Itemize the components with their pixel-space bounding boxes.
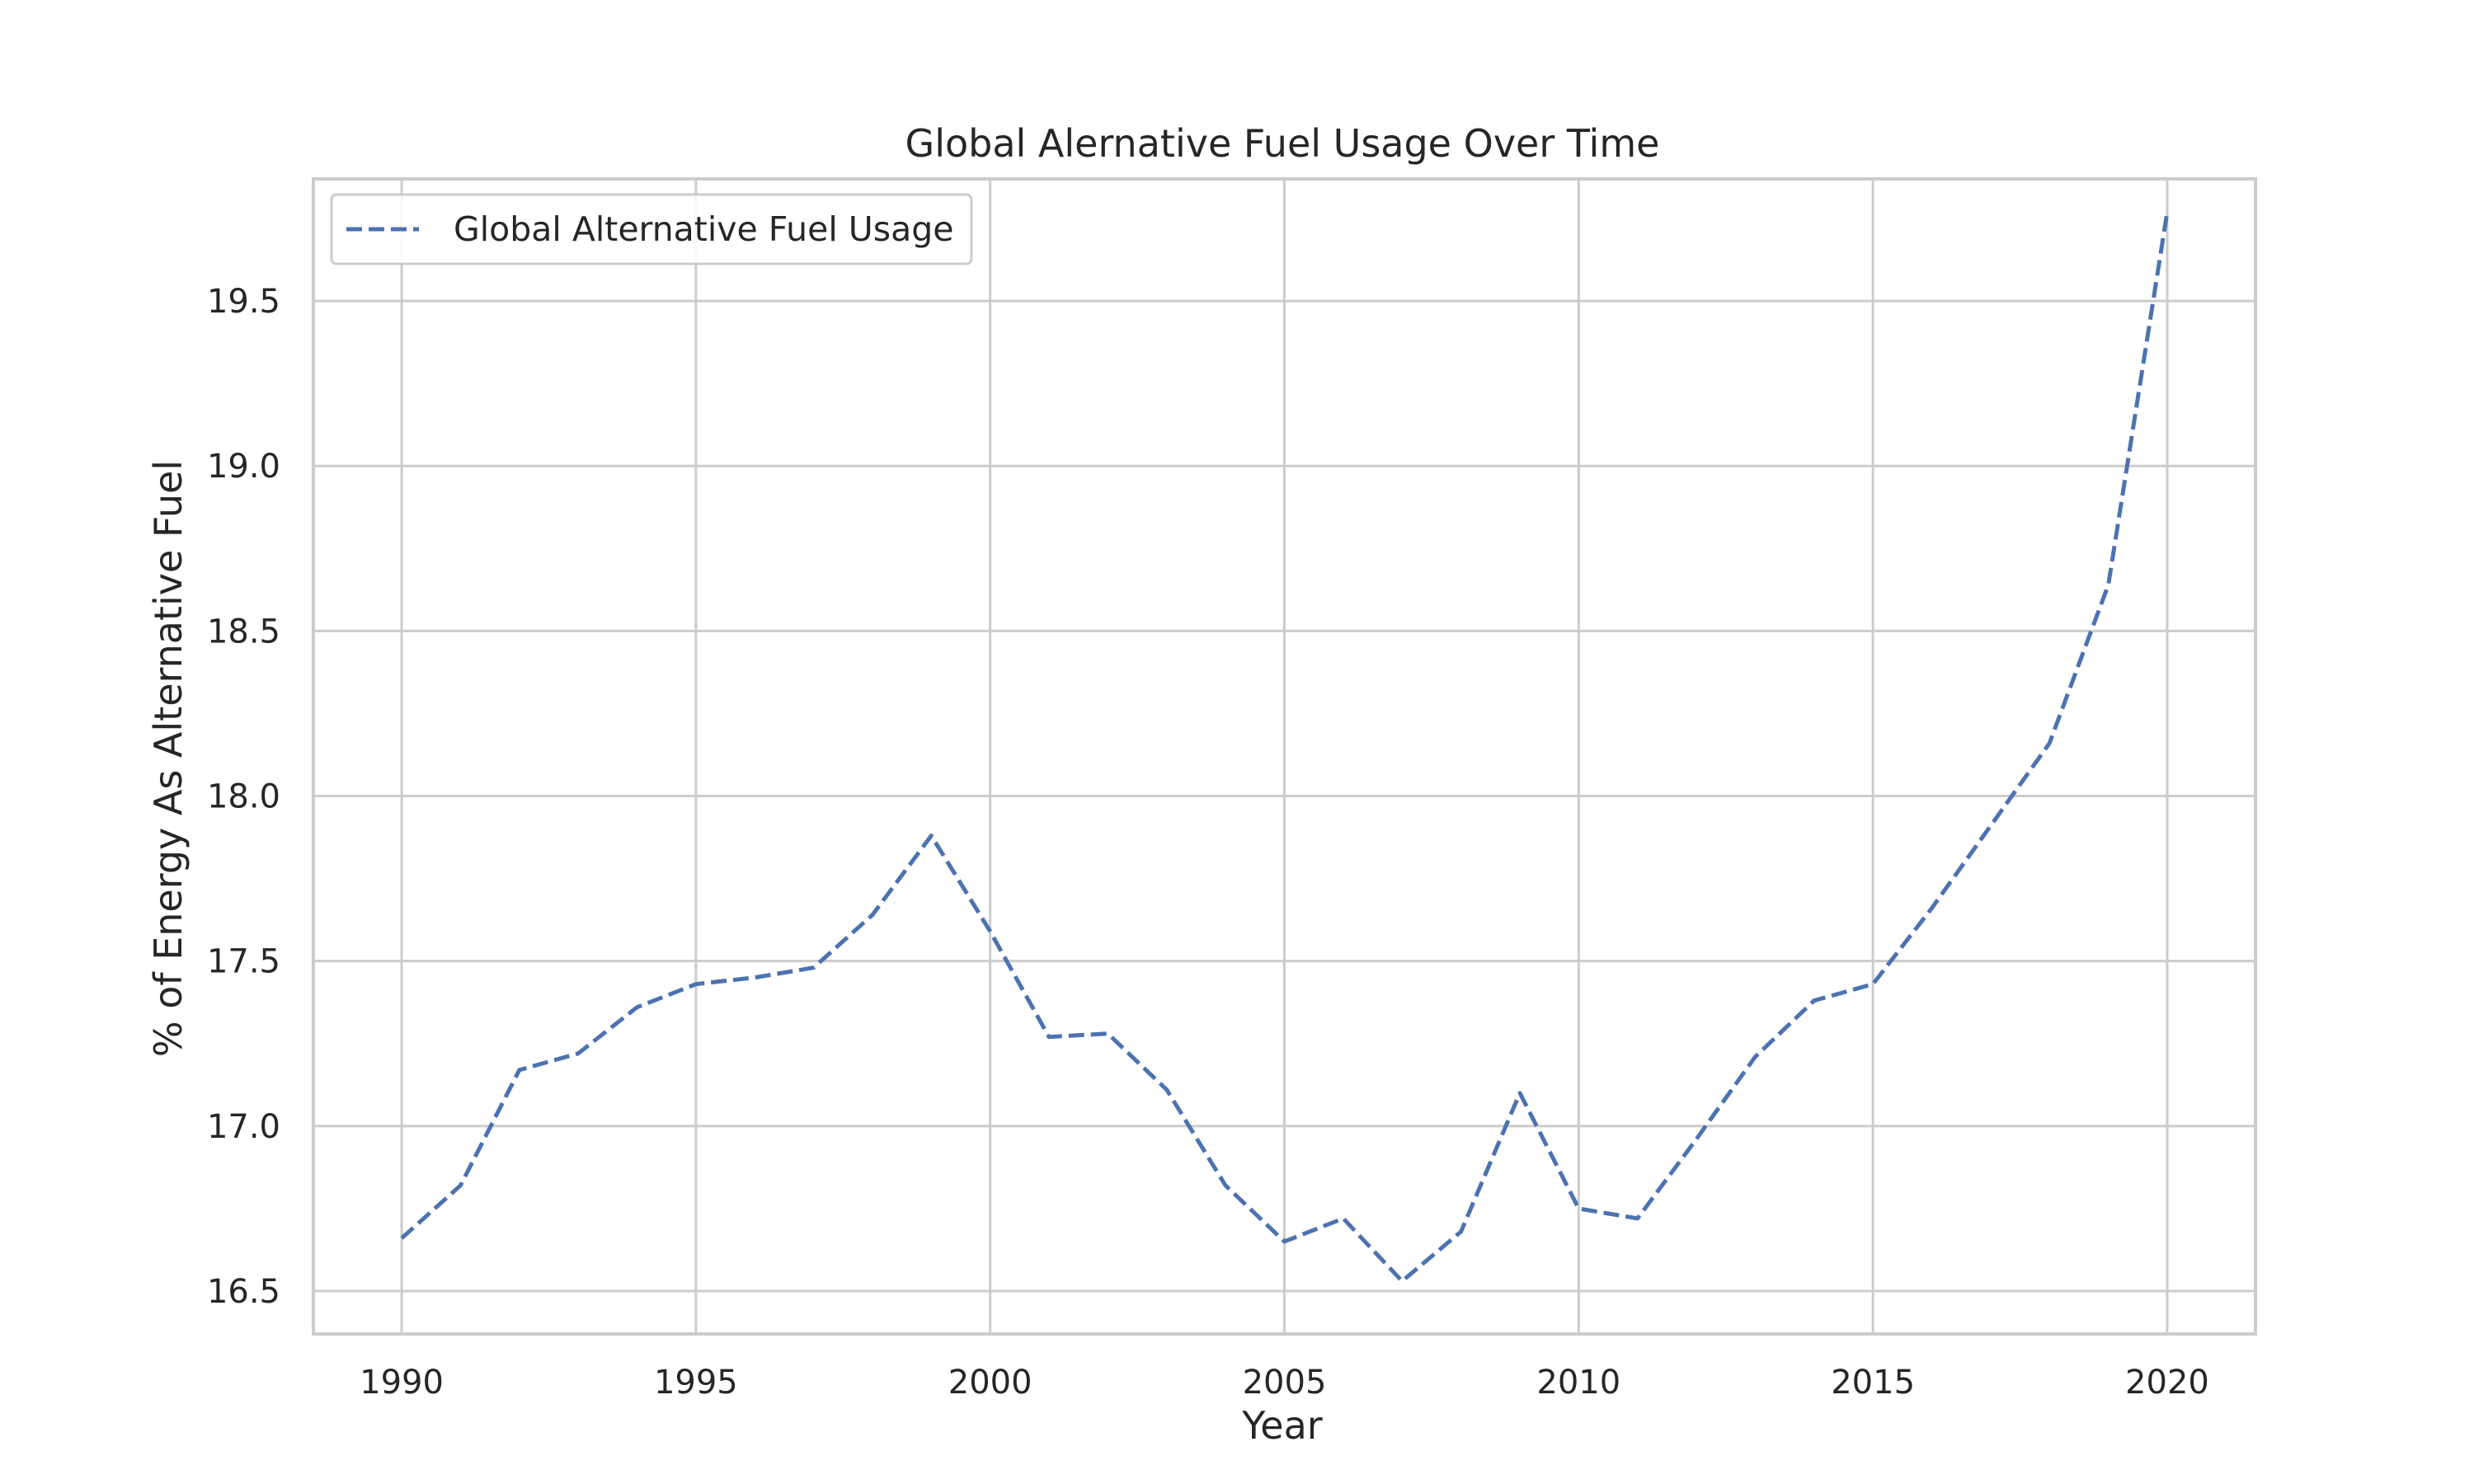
grid [313,179,2255,1334]
x-tick-label: 2000 [948,1364,1032,1402]
plot-frame [312,177,2257,1336]
x-tick-label: 1990 [360,1364,444,1402]
x-axis-label: Year [1241,1403,1322,1448]
x-tick-label: 2005 [1243,1364,1327,1402]
x-tick-label: 2020 [2125,1364,2209,1402]
x-tick-label: 1995 [654,1364,738,1402]
y-axis-label: % of Energy As Alternative Fuel [146,460,190,1057]
series-line [400,211,2170,1284]
y-tick-label: 18.0 [207,778,280,816]
x-tick-labels: 1990 1995 2000 2005 2010 2015 2020 [360,1364,2209,1402]
y-tick-label: 17.0 [207,1108,280,1146]
series-layer [400,211,2170,1284]
legend-box [330,193,973,265]
y-tick-label: 19.0 [207,448,280,486]
y-tick-label: 16.5 [207,1273,280,1311]
x-tick-label: 2015 [1831,1364,1915,1402]
legend-label: Global Alternative Fuel Usage [454,209,954,249]
y-tick-label: 19.5 [207,283,280,321]
legend: Global Alternative Fuel Usage [330,193,973,265]
x-tick-label: 2010 [1536,1364,1620,1402]
chart-title: Global Alernative Fuel Usage Over Time [905,121,1660,166]
y-tick-label: 17.5 [207,943,280,981]
y-tick-label: 18.5 [207,613,280,650]
y-tick-labels: 16.5 17.0 17.5 18.0 18.5 19.0 19.5 [207,283,280,1311]
